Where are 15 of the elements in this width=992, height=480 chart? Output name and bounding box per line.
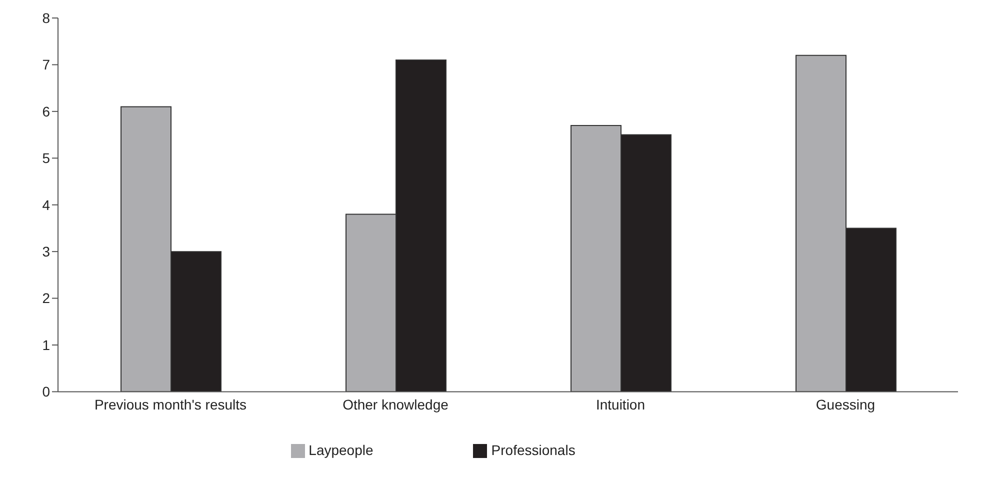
legend-label: Laypeople — [308, 442, 374, 458]
y-tick-label: 1 — [42, 336, 50, 353]
y-tick-label: 8 — [42, 10, 50, 26]
y-tick-label: 5 — [42, 150, 50, 166]
y-tick-label: 7 — [42, 56, 50, 73]
x-tick-label: Previous month's results — [94, 396, 247, 413]
legend-label: Professionals — [491, 442, 576, 458]
y-tick-label: 4 — [42, 196, 50, 213]
x-tick-label: Guessing — [816, 396, 876, 413]
y-tick-label: 2 — [42, 290, 50, 306]
y-tick-label: 0 — [42, 384, 50, 400]
y-tick-label: 6 — [42, 103, 50, 120]
y-tick-label: 3 — [42, 244, 50, 260]
x-tick-label: Intuition — [596, 396, 646, 413]
x-tick-label: Other knowledge — [342, 396, 449, 413]
